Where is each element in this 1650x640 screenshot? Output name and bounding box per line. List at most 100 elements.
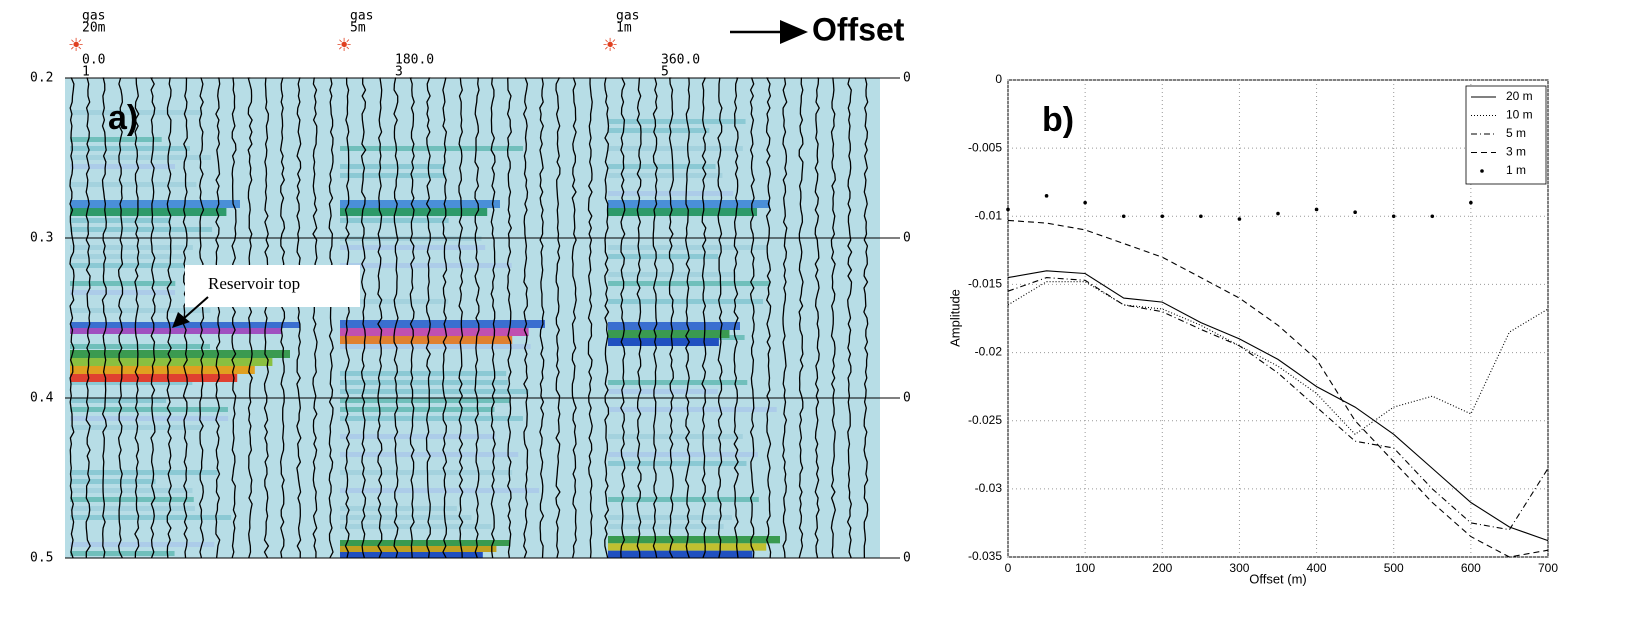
- seismic-trace: [393, 77, 399, 559]
- reflector: [70, 200, 240, 208]
- seismic-trace: [798, 77, 804, 559]
- group-thickness: 5m: [350, 21, 366, 36]
- legend-label: 10 m: [1506, 108, 1533, 122]
- seismic-trace: [620, 77, 626, 559]
- x-tick-label: 500: [1384, 561, 1404, 575]
- seismic-stripe: [340, 263, 512, 268]
- seismic-stripe: [608, 128, 710, 133]
- seismic-trace: [474, 77, 480, 559]
- seismic-trace: [782, 77, 788, 559]
- seismic-stripe: [70, 164, 175, 169]
- y-tick-label: -0.015: [968, 277, 1002, 291]
- seismic-stripe: [340, 371, 507, 376]
- y-tick-label: -0.025: [968, 413, 1002, 427]
- data-point: [1391, 214, 1396, 219]
- seismic-trace: [198, 77, 205, 559]
- reflector: [70, 328, 282, 334]
- offset-heading: Offset: [812, 11, 905, 47]
- legend-label: 1 m: [1506, 163, 1526, 177]
- seismic-stripe: [340, 389, 529, 394]
- x-tick-label: 100: [1075, 561, 1095, 575]
- seismic-trace: [134, 77, 140, 559]
- seismic-trace: [846, 77, 853, 559]
- seismic-trace: [279, 77, 286, 559]
- seismic-stripe: [340, 416, 523, 421]
- seismic-stripe: [70, 506, 195, 511]
- annotation-box: [185, 265, 360, 307]
- seismic-trace: [863, 77, 869, 559]
- data-point: [1430, 214, 1435, 219]
- reflector: [608, 200, 770, 208]
- x-tick-label: 600: [1461, 561, 1481, 575]
- seismic-stripe: [608, 146, 743, 151]
- group-name: gas: [616, 9, 639, 24]
- y-tick-label: 0: [995, 72, 1002, 86]
- reflector: [608, 338, 719, 346]
- seismic-trace: [652, 77, 658, 559]
- reflector: [608, 330, 730, 338]
- seismic-stripe: [608, 497, 759, 502]
- seismic-stripe: [70, 380, 193, 385]
- seismic-trace: [717, 77, 723, 559]
- seismic-trace: [733, 77, 739, 559]
- seismic-stripe: [70, 263, 185, 268]
- seismic-stripe: [70, 398, 167, 403]
- y-tick-label: -0.01: [975, 208, 1003, 222]
- plot-frame: [1007, 79, 1549, 558]
- annotation: Reservoir top: [208, 274, 300, 293]
- reflector: [340, 200, 500, 208]
- group-offset: 180.0: [395, 53, 434, 68]
- data-point: [1276, 211, 1280, 216]
- seismic-trace: [166, 77, 172, 559]
- seismic-stripe: [608, 389, 718, 394]
- seismic-stripe: [70, 515, 232, 520]
- seismic-stripe: [70, 425, 203, 430]
- seismic-stripe: [608, 173, 723, 178]
- seismic-stripe: [340, 245, 486, 250]
- seismic-trace: [765, 77, 772, 559]
- group-trace: 5: [661, 65, 669, 80]
- seismic-stripe: [608, 452, 758, 457]
- seismic-trace: [668, 77, 675, 559]
- legend-swatch: [1480, 169, 1484, 173]
- reflector: [70, 208, 227, 216]
- seismic-stripe: [70, 137, 162, 142]
- seismic-stripe: [70, 182, 197, 187]
- series-line: [1007, 277, 1549, 531]
- y-tick-label: -0.035: [968, 549, 1002, 563]
- panel-a: Offset a) Reservoir top 0.2 0 0.3 0 0.4 0 0.5 0…: [30, 9, 911, 566]
- y-axis-label: Amplitude: [947, 289, 962, 347]
- seismic-stripe: [608, 164, 716, 169]
- x-tick-label: 200: [1152, 561, 1172, 575]
- seismic-trace: [749, 77, 755, 559]
- reflector: [608, 322, 740, 330]
- reflector: [608, 536, 780, 544]
- sun-icon: ☀: [68, 35, 84, 55]
- data-point: [1083, 200, 1087, 205]
- seismic-stripe: [70, 470, 218, 475]
- seismic-trace: [636, 77, 642, 559]
- legend-box: [1465, 85, 1547, 185]
- y-tick-label: 0.4: [30, 391, 54, 406]
- group-trace: 3: [395, 65, 403, 80]
- panel-label: a): [108, 99, 138, 137]
- seismic-trace: [458, 77, 464, 559]
- offset-arrowhead: [780, 20, 808, 44]
- seismic-trace: [85, 77, 91, 558]
- group-name: gas: [350, 9, 373, 24]
- seismic-stripe: [70, 416, 229, 421]
- reflector: [70, 374, 238, 382]
- right-tick-label: 0: [903, 551, 911, 566]
- group-name: gas: [82, 9, 105, 24]
- reflector: [340, 336, 513, 344]
- seismic-trace: [442, 77, 448, 559]
- seismic-stripe: [70, 551, 175, 556]
- seismic-stripe: [340, 407, 495, 412]
- seismic-trace: [506, 77, 513, 559]
- seismic-stripe: [340, 470, 513, 475]
- seismic-stripe: [608, 380, 748, 385]
- seismic-stripe: [608, 434, 743, 439]
- seismic-stripe: [340, 344, 531, 349]
- x-tick-label: 700: [1538, 561, 1558, 575]
